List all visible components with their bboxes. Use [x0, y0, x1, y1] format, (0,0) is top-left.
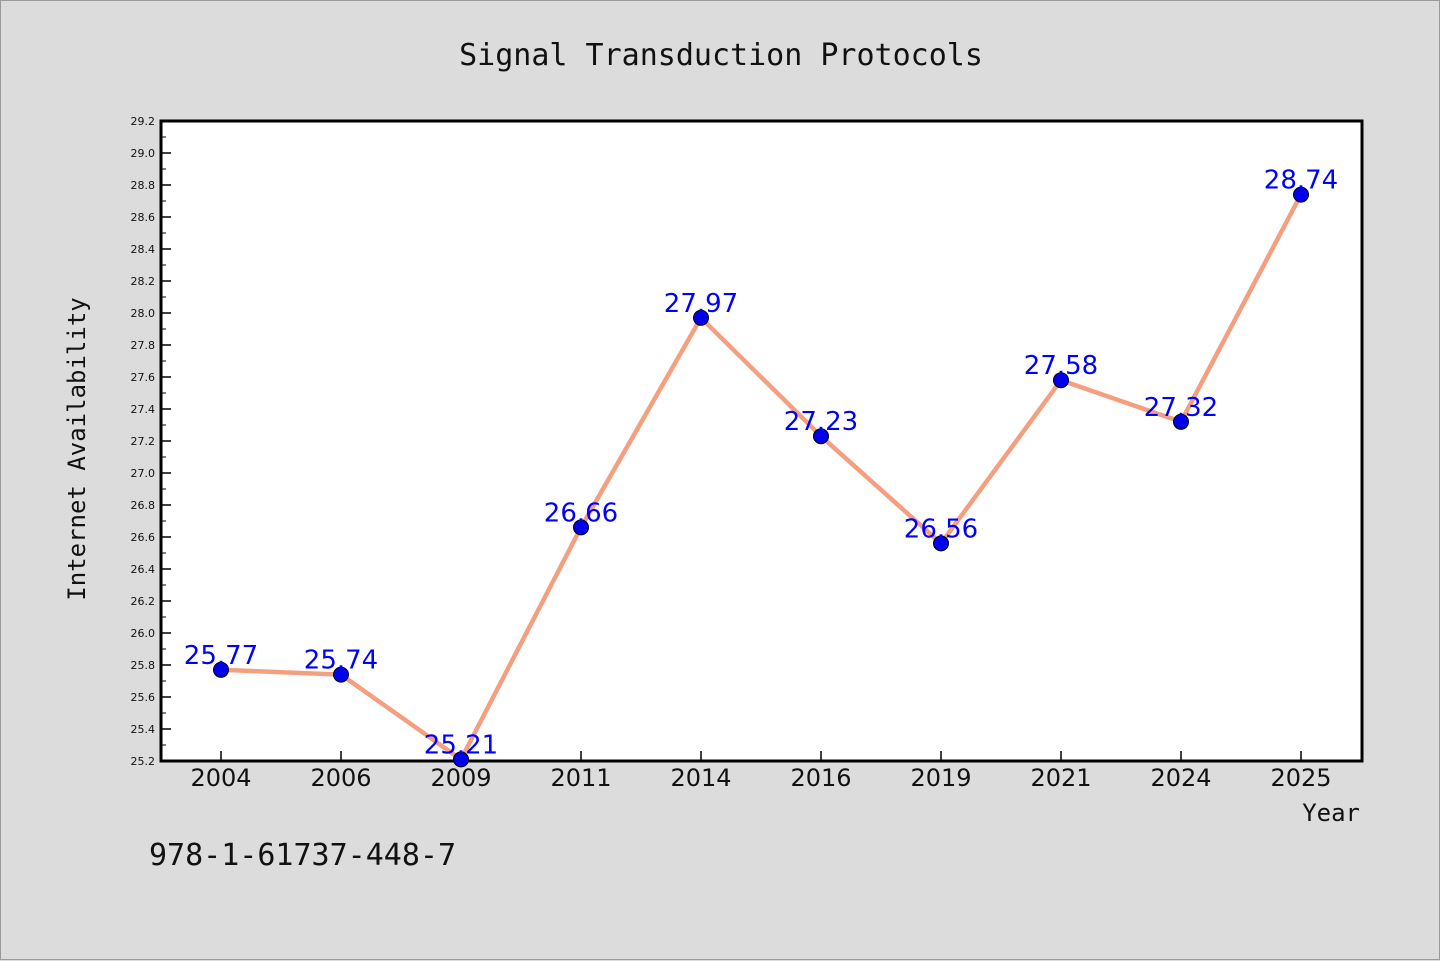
- data-label: 27.58: [1024, 351, 1098, 381]
- data-point: [453, 751, 469, 768]
- y-tick-label: 27.8: [131, 339, 156, 352]
- data-point: [1293, 186, 1309, 203]
- y-tick-label: 25.4: [131, 723, 156, 736]
- data-label: 27.32: [1144, 393, 1218, 423]
- data-label: 28.74: [1264, 166, 1338, 196]
- x-tick-label: 2004: [190, 764, 251, 792]
- y-tick-label: 29.2: [131, 115, 156, 128]
- y-tick-label: 26.4: [131, 563, 156, 576]
- data-point: [213, 661, 229, 678]
- y-tick-label: 25.2: [131, 755, 156, 768]
- series-group: [213, 186, 1309, 768]
- x-tick-label: 2006: [310, 764, 371, 792]
- data-label: 26.56: [904, 514, 978, 544]
- chart-title: Signal Transduction Protocols: [459, 38, 983, 73]
- data-label: 27.97: [664, 289, 738, 319]
- y-tick-label: 26.6: [131, 531, 156, 544]
- x-tick-label: 2009: [430, 764, 491, 792]
- x-tick-label: 2014: [670, 764, 731, 792]
- y-tick-label: 27.2: [131, 435, 156, 448]
- y-tick-label: 25.6: [131, 691, 156, 704]
- x-tick-label: 2019: [910, 764, 971, 792]
- y-tick-label: 28.0: [131, 307, 156, 320]
- x-tick-label: 2011: [550, 764, 611, 792]
- data-label: 25.74: [304, 646, 378, 676]
- y-tick-label: 28.6: [131, 211, 156, 224]
- data-point: [333, 666, 349, 683]
- y-tick-label: 27.6: [131, 371, 156, 384]
- y-tick-label: 26.8: [131, 499, 156, 512]
- x-axis-label: Year: [1302, 799, 1360, 827]
- x-tick-label: 2025: [1270, 764, 1331, 792]
- data-labels: 25.77 25.74 25.21 26.66 27.97 27.23 26.56 27.58…: [184, 166, 1338, 761]
- data-label: 27.23: [784, 407, 858, 437]
- y-axis: 25.2 25.4 25.6 25.8 26.0 26.2 26.4 26.6 26.8 27.0…: [131, 115, 171, 768]
- data-point: [1053, 372, 1069, 389]
- x-tick-label: 2021: [1030, 764, 1091, 792]
- data-point: [813, 428, 829, 445]
- data-point: [693, 309, 709, 326]
- y-axis-label: Internet Availability: [63, 297, 91, 600]
- y-tick-label: 28.8: [131, 179, 156, 192]
- isbn-text: 978-1-61737-448-7: [149, 838, 456, 873]
- data-label: 25.21: [424, 730, 498, 760]
- y-tick-label: 26.0: [131, 627, 156, 640]
- y-tick-label: 26.2: [131, 595, 156, 608]
- y-tick-label: 27.0: [131, 467, 156, 480]
- series-line: [220, 193, 1303, 762]
- x-axis: 2004 2006 2009 2011 2014 2016 2019 2021 2024 2025: [190, 751, 1332, 792]
- y-tick-label: 25.8: [131, 659, 156, 672]
- x-tick-label: 2024: [1150, 764, 1211, 792]
- data-label: 26.66: [544, 498, 618, 528]
- y-tick-label: 27.4: [131, 403, 156, 416]
- data-point: [933, 535, 949, 552]
- plot-area: [159, 119, 1364, 763]
- data-point: [1173, 413, 1189, 430]
- y-tick-label: 28.2: [131, 275, 156, 288]
- data-point: [573, 519, 589, 536]
- x-tick-label: 2016: [790, 764, 851, 792]
- data-label: 25.77: [184, 641, 258, 671]
- y-tick-label: 28.4: [131, 243, 156, 256]
- y-tick-label: 29.0: [131, 147, 156, 160]
